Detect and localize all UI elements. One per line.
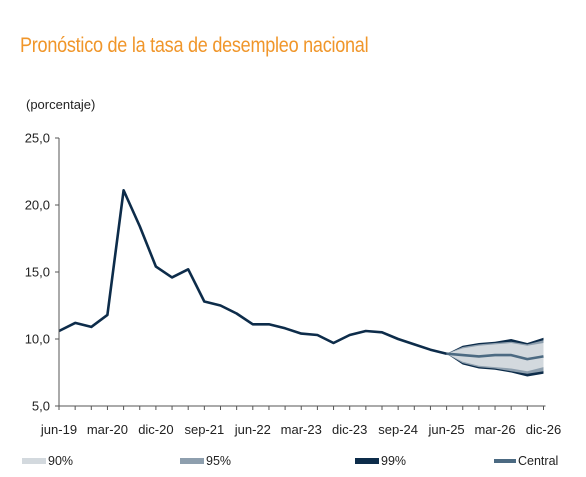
legend-swatch-95 [180, 458, 204, 464]
y-tick-label: 25,0 [25, 131, 50, 146]
x-tick-label: dic-26 [526, 422, 561, 437]
x-tick-label: dic-23 [332, 422, 367, 437]
legend-swatch-90 [22, 458, 46, 464]
legend-swatch-99 [355, 458, 379, 464]
x-tick-label: mar-26 [474, 422, 515, 437]
legend-item-99: 99% [355, 454, 406, 468]
central-forecast-line [446, 352, 544, 361]
band-90 [446, 343, 544, 372]
legend-item-central: Central [494, 454, 558, 468]
legend-label-99: 99% [381, 454, 407, 468]
chart-title: Pronóstico de la tasa de desempleo nacio… [20, 34, 369, 57]
y-unit-label: (porcentaje) [26, 97, 96, 112]
x-tick-label: mar-23 [281, 422, 322, 437]
x-tick-label: sep-24 [378, 422, 418, 437]
x-tick-label: sep-21 [184, 422, 224, 437]
y-tick-label: 10,0 [25, 332, 50, 347]
x-tick-label: jun-25 [428, 422, 465, 437]
x-tick-label: dic-20 [138, 422, 173, 437]
legend-label-90: 90% [48, 454, 74, 468]
x-tick-label: jun-19 [40, 422, 77, 437]
legend-label-95: 95% [206, 454, 232, 468]
y-tick-label: 5,0 [32, 399, 50, 414]
y-tick-label: 20,0 [25, 198, 50, 213]
y-tick-label: 15,0 [25, 265, 50, 280]
x-tick-label: jun-22 [234, 422, 271, 437]
chart-legend: 90% 95% 99% Central [0, 454, 586, 472]
legend-item-95: 95% [180, 454, 231, 468]
legend-swatch-central [494, 459, 516, 463]
x-tick-label: mar-20 [87, 422, 128, 437]
legend-label-central: Central [518, 454, 559, 468]
historical-series-line [58, 189, 447, 355]
legend-item-90: 90% [22, 454, 73, 468]
